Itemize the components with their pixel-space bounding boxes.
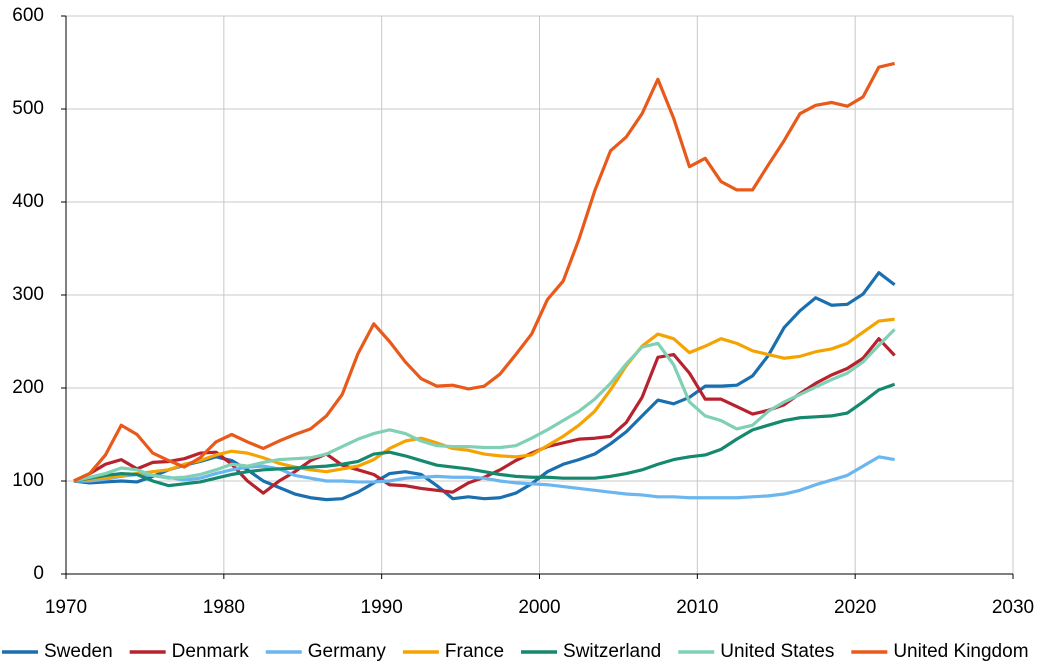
y-tick-label: 500 [12, 98, 44, 119]
y-tick-label: 100 [12, 470, 44, 491]
series-line [73, 328, 896, 483]
series-line [73, 61, 895, 483]
y-tick-label: 400 [12, 191, 44, 212]
legend-label: Germany [308, 641, 387, 662]
x-tick-label: 2010 [676, 597, 718, 618]
y-tick-label: 600 [12, 5, 44, 26]
x-tick-label: 2020 [834, 597, 876, 618]
legend-label: France [445, 641, 504, 662]
x-tick-label: 1970 [45, 597, 87, 618]
y-tick-label: 0 [33, 563, 44, 584]
x-tick-label: 2000 [518, 597, 560, 618]
x-tick-label: 2030 [992, 597, 1034, 618]
x-tick-label: 1980 [203, 597, 245, 618]
legend-label: United Kingdom [893, 641, 1028, 662]
series-line [73, 337, 896, 495]
x-tick-label: 1990 [361, 597, 403, 618]
legend-label: Denmark [172, 641, 250, 662]
y-tick-label: 300 [12, 284, 44, 305]
series-line [73, 455, 895, 500]
y-tick-label: 200 [12, 377, 44, 398]
legend-label: United States [720, 641, 834, 662]
series-line [73, 317, 895, 483]
legend-label: Switzerland [563, 641, 661, 662]
series-line [73, 382, 896, 488]
legend-label: Sweden [44, 641, 113, 662]
